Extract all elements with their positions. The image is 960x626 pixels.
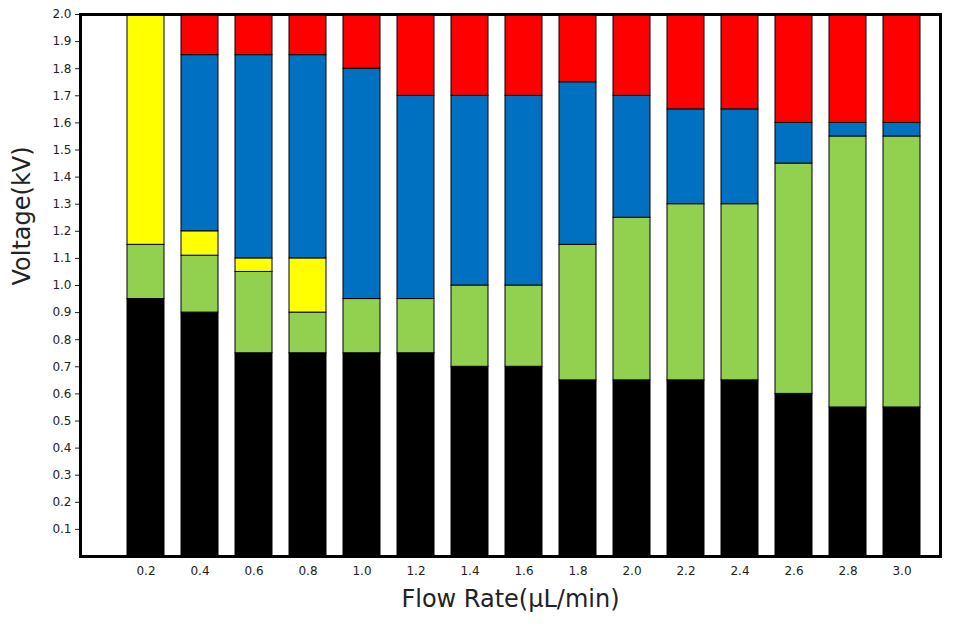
svg-text:1.7: 1.7: [52, 89, 71, 103]
svg-text:Flow Rate(µL/min): Flow Rate(µL/min): [401, 585, 619, 613]
svg-text:1.9: 1.9: [52, 34, 71, 48]
svg-text:2.2: 2.2: [676, 564, 695, 578]
svg-text:1.2: 1.2: [406, 564, 425, 578]
svg-text:1.6: 1.6: [514, 564, 533, 578]
svg-text:2.0: 2.0: [52, 7, 71, 21]
svg-text:Voltage(kV): Voltage(kV): [8, 146, 36, 285]
svg-text:0.5: 0.5: [52, 414, 71, 428]
svg-text:0.8: 0.8: [298, 564, 317, 578]
svg-text:2.4: 2.4: [730, 564, 749, 578]
svg-text:0.2: 0.2: [136, 564, 155, 578]
svg-text:1.6: 1.6: [52, 116, 71, 130]
svg-text:0.4: 0.4: [190, 564, 209, 578]
svg-text:1.3: 1.3: [52, 197, 71, 211]
svg-text:0.4: 0.4: [52, 441, 71, 455]
svg-text:1.8: 1.8: [568, 564, 587, 578]
svg-text:0.7: 0.7: [52, 360, 71, 374]
svg-text:0.6: 0.6: [52, 387, 71, 401]
svg-text:1.2: 1.2: [52, 224, 71, 238]
svg-text:1.1: 1.1: [52, 251, 71, 265]
svg-text:1.0: 1.0: [352, 564, 371, 578]
svg-text:3.0: 3.0: [892, 564, 911, 578]
svg-text:2.6: 2.6: [784, 564, 803, 578]
svg-text:1.0: 1.0: [52, 278, 71, 292]
svg-text:1.8: 1.8: [52, 62, 71, 76]
svg-text:0.3: 0.3: [52, 468, 71, 482]
svg-text:1.4: 1.4: [52, 170, 71, 184]
svg-text:1.5: 1.5: [52, 143, 71, 157]
svg-text:0.6: 0.6: [244, 564, 263, 578]
svg-text:0.9: 0.9: [52, 305, 71, 319]
svg-text:0.8: 0.8: [52, 333, 71, 347]
svg-text:1.4: 1.4: [460, 564, 479, 578]
svg-text:0.2: 0.2: [52, 495, 71, 509]
svg-text:2.8: 2.8: [838, 564, 857, 578]
svg-text:2.0: 2.0: [622, 564, 641, 578]
svg-text:0.1: 0.1: [52, 522, 71, 536]
